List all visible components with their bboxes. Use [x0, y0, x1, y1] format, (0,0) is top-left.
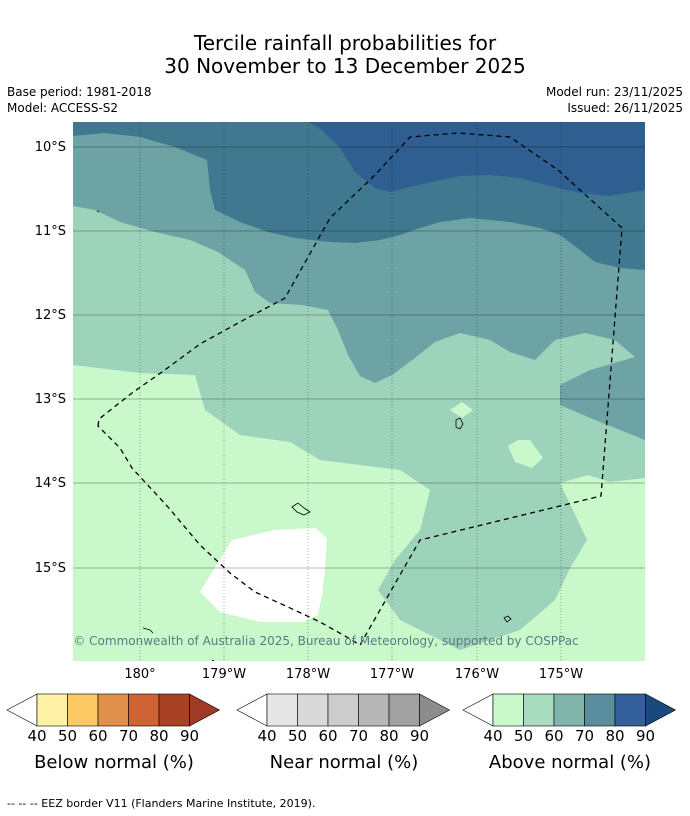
- zone-neutral-white: [200, 528, 327, 622]
- colorbar-segment: [97, 693, 129, 727]
- lon-label: 179°W: [202, 667, 246, 682]
- colorbar-extend-high: [645, 693, 677, 727]
- lat-label: 15°S: [35, 561, 66, 576]
- island-outlines: [96, 210, 512, 662]
- model-run-date: Model run: 23/11/2025: [545, 85, 683, 99]
- lon-label: 178°W: [286, 667, 330, 682]
- colorbar-below: [6, 693, 221, 727]
- colorbar-tick-label: 40: [483, 727, 503, 745]
- issued-date: Issued: 26/11/2025: [567, 101, 683, 115]
- latitude-labels: 10°S 11°S 12°S 13°S 14°S 15°S: [35, 140, 66, 576]
- map-title-line1: Tercile rainfall probabilities for: [193, 31, 497, 55]
- base-period: Base period: 1981-2018: [7, 85, 152, 99]
- colorbar-tick-label: 80: [605, 727, 625, 745]
- colorbar-tick-label: 50: [57, 727, 78, 745]
- lat-label: 12°S: [35, 308, 66, 323]
- colorbar-tick-label: 40: [27, 727, 47, 745]
- colorbar-segment: [266, 693, 298, 727]
- colorbar-tick-label: 70: [574, 727, 595, 745]
- colorbar-tick-label: 50: [513, 727, 534, 745]
- colorbar-extend-low: [462, 693, 494, 727]
- lat-label: 10°S: [35, 140, 66, 155]
- probability-shading: [73, 122, 645, 661]
- patch-above-40-b: [450, 402, 473, 418]
- island-b: [291, 502, 311, 516]
- grid-lines: [73, 122, 645, 661]
- model-name: Model: ACCESS-S2: [7, 101, 119, 115]
- colorbar-tick-label: 80: [149, 727, 169, 745]
- colorbar-segment: [492, 693, 524, 727]
- colorbar-extend-low: [236, 693, 268, 727]
- colorbar-tick-label: 60: [544, 727, 564, 745]
- colorbar-segment: [523, 693, 555, 727]
- colorbar-tick-label: 60: [88, 727, 108, 745]
- colorbar-tick-label: 50: [287, 727, 308, 745]
- longitude-labels: 180° 179°W 178°W 177°W 176°W 175°W: [124, 667, 583, 682]
- island-e: [96, 210, 100, 213]
- colorbar-segment: [67, 693, 99, 727]
- colorbars: [6, 693, 677, 727]
- colorbar-segment: [327, 693, 359, 727]
- colorbar-extend-low: [6, 693, 38, 727]
- colorbar-segment: [584, 693, 616, 727]
- colorbar-tick-label: 80: [379, 727, 399, 745]
- colorbar-tick-label: 90: [409, 727, 430, 745]
- map-title-line2: 30 November to 13 December 2025: [164, 54, 526, 78]
- eez-legend-note: -- -- -- EEZ border V11 (Flanders Marine…: [7, 797, 316, 810]
- lon-label: 175°W: [539, 667, 583, 682]
- island-c: [503, 615, 512, 623]
- island-d: [142, 627, 154, 634]
- island-f: [211, 659, 215, 662]
- colorbar-extend-high: [189, 693, 221, 727]
- colorbar-tick-label: 70: [348, 727, 369, 745]
- colorbar-tick-label: 90: [179, 727, 200, 745]
- colorbar-segment: [158, 693, 190, 727]
- lon-label: 180°: [124, 667, 155, 682]
- colorbar-tick-label: 40: [257, 727, 277, 745]
- lat-label: 14°S: [35, 476, 66, 491]
- colorbar-tick-label: 60: [318, 727, 338, 745]
- colorbar-tick-label: 90: [635, 727, 656, 745]
- colorbar-segment: [358, 693, 390, 727]
- colorbar-above-title: Above normal (%): [488, 752, 652, 773]
- colorbar-above: [462, 693, 677, 727]
- lon-label: 177°W: [370, 667, 414, 682]
- colorbar-below-title: Below normal (%): [34, 752, 194, 773]
- probability-map: © Commonwealth of Australia 2025, Bureau…: [35, 122, 645, 682]
- lat-label: 13°S: [35, 392, 66, 407]
- colorbar-extend-high: [419, 693, 451, 727]
- colorbar-segment: [553, 693, 585, 727]
- colorbar-segment: [128, 693, 160, 727]
- colorbar-segment: [614, 693, 646, 727]
- patch-above-40-a: [508, 440, 543, 468]
- lat-label: 11°S: [35, 224, 66, 239]
- lon-label: 176°W: [455, 667, 499, 682]
- colorbar-segment: [388, 693, 420, 727]
- eez-border: [97, 132, 623, 646]
- colorbar-near: [236, 693, 451, 727]
- map-copyright: © Commonwealth of Australia 2025, Bureau…: [73, 634, 578, 648]
- colorbar-near-title: Near normal (%): [269, 752, 419, 773]
- colorbar-tick-label: 70: [118, 727, 139, 745]
- colorbar-segment: [36, 693, 68, 727]
- colorbar-segment: [297, 693, 329, 727]
- island-a: [455, 417, 464, 430]
